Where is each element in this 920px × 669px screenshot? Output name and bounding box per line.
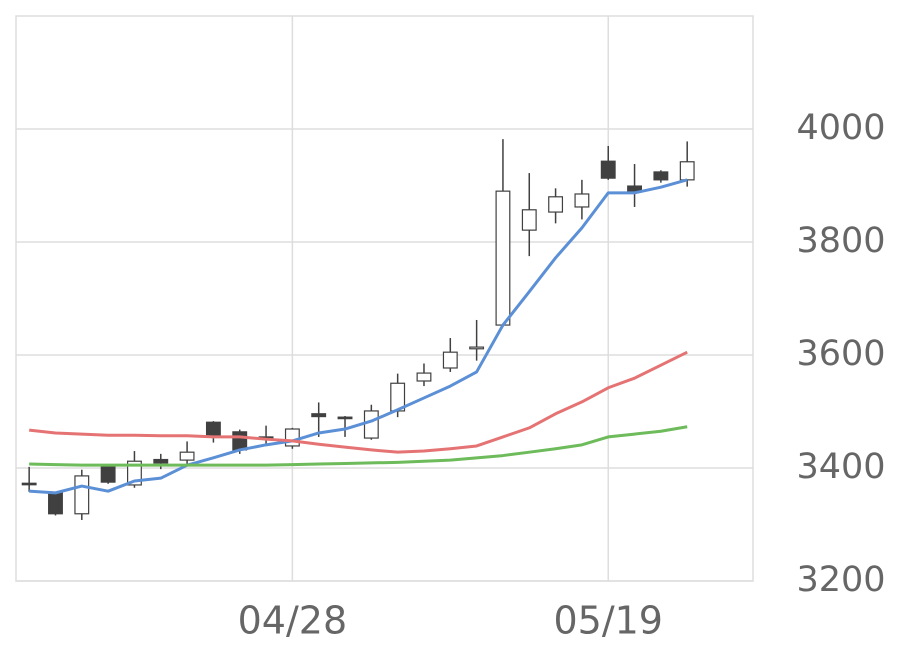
x-tick-label: 04/28 [238, 599, 348, 643]
candle-body [100, 466, 116, 483]
moving-average-line [29, 178, 688, 495]
moving-average-line [29, 425, 688, 467]
candle-body [574, 193, 590, 208]
candle-body [21, 482, 37, 486]
candle-body [127, 460, 142, 486]
moving-average-line [29, 350, 688, 454]
candle-body [679, 161, 695, 181]
candle-body [469, 346, 485, 350]
candle-body [521, 209, 537, 231]
candle-body [179, 451, 195, 461]
candle-body [363, 410, 379, 439]
candle-body [48, 492, 63, 515]
candle-body [153, 458, 169, 464]
candle-body [416, 372, 432, 382]
candle-body [337, 416, 353, 420]
candle-body [495, 190, 511, 326]
candle-body [284, 428, 300, 447]
y-tick-label: 3400 [796, 447, 885, 487]
candle-body [205, 421, 221, 438]
candle-body [653, 171, 669, 181]
candle-body [74, 475, 90, 515]
candle-body [600, 160, 616, 179]
candle-body [627, 185, 642, 192]
y-tick-label: 3200 [796, 560, 885, 600]
y-tick-label: 3600 [796, 334, 885, 374]
candle-body [311, 413, 327, 418]
candle-body [232, 431, 248, 451]
candle-body [442, 351, 458, 369]
y-tick-label: 4000 [796, 108, 885, 148]
x-tick-label: 05/19 [553, 599, 663, 643]
candle-body [548, 196, 564, 213]
y-tick-label: 3800 [796, 221, 885, 261]
plot-border [15, 15, 754, 582]
